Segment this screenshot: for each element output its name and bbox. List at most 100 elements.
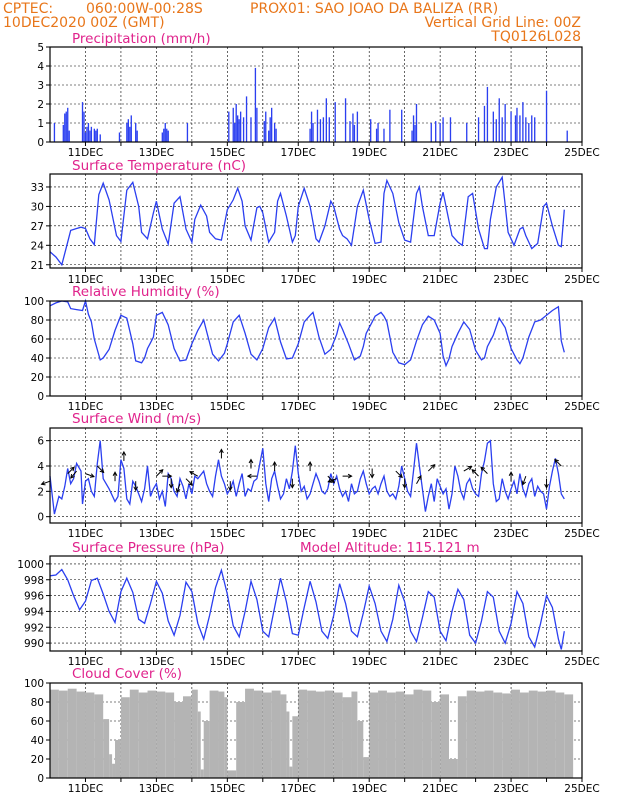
precip-xtick-label: 13DEC: [139, 147, 174, 159]
cloud-bar: [103, 719, 110, 778]
cloud-xtick-label: 25DEC: [564, 783, 599, 795]
precip-bar: [161, 132, 163, 142]
header-source: CPTEC:: [3, 1, 53, 17]
cloud-title: Cloud Cover (%): [72, 666, 182, 682]
cloud-bar: [209, 690, 219, 778]
pressure-ytick-label: 996: [24, 591, 44, 603]
wind-xtick-label: 15DEC: [210, 528, 245, 540]
humidity-frame: [49, 300, 583, 397]
precip-bar: [349, 121, 351, 142]
cloud-ytick-label: 60: [31, 716, 44, 728]
precip-bar: [232, 107, 234, 142]
pressure-xtick-label: 13DEC: [139, 656, 174, 668]
humidity-xtick-label: 15DEC: [210, 401, 245, 413]
temperature-title: Surface Temperature (nC): [72, 158, 246, 174]
temperature-xtick-label: 25DEC: [564, 274, 599, 286]
wind-arrow-head: [398, 473, 403, 479]
humidity-ytick-label: 20: [31, 372, 44, 384]
wind-arrow-head: [327, 478, 333, 483]
precip-bar: [325, 98, 328, 142]
precip-xtick-label: 25DEC: [564, 147, 599, 159]
precip-bar: [531, 115, 533, 142]
humidity-xtick-label: 11DEC: [68, 401, 103, 413]
humidity-xtick-label: 25DEC: [564, 401, 599, 413]
cloud-bar: [280, 694, 287, 778]
wind-frame: [49, 427, 583, 524]
humidity-panel: 0 20 40 60 80 100 11DEC 13DEC 15DEC 17DEC 19DEC 21D…: [24, 296, 600, 413]
cloud-bar: [449, 759, 458, 778]
precip-bar: [186, 123, 189, 142]
wind-arrow-head: [544, 483, 549, 489]
cloud-xtick-label: 11DEC: [68, 783, 103, 795]
cloud-bar: [218, 691, 225, 778]
precip-bar: [268, 130, 270, 142]
precip-bar: [238, 119, 240, 142]
precip-bar: [167, 130, 169, 142]
precip-bar: [309, 128, 311, 142]
precip-bar: [235, 104, 237, 142]
precip-bar: [401, 109, 403, 142]
cloud-bar: [466, 690, 476, 778]
cloud-bar: [564, 694, 574, 778]
precip-bar: [389, 109, 391, 142]
precip-bar: [514, 115, 517, 142]
wind-arrow-head: [521, 480, 527, 486]
precip-bar: [126, 123, 128, 142]
cloud-xtick-label: 23DEC: [493, 783, 528, 795]
precip-bar: [96, 128, 98, 142]
wind-arrow-head: [219, 448, 224, 454]
header-grid-note: Vertical Grid Line: 00Z: [425, 15, 581, 31]
cloud-ytick-label: 100: [24, 678, 44, 690]
precip-xtick-label: 19DEC: [351, 147, 386, 159]
precip-bar: [127, 119, 129, 142]
precip-bar: [495, 119, 497, 142]
wind-arrow-head: [417, 475, 422, 480]
wind-arrow-head: [70, 466, 75, 472]
wind-arrow-head: [480, 466, 486, 472]
precip-bar: [439, 123, 441, 142]
cloud-bar: [342, 697, 352, 778]
pressure-xtick-label: 25DEC: [564, 656, 599, 668]
cloud-bar: [289, 766, 293, 778]
wind-line: [49, 439, 565, 515]
wind-arrow: [189, 471, 199, 477]
precip-bar: [254, 67, 257, 142]
wind-arrow: [427, 464, 436, 472]
wind-arrow-head: [175, 488, 181, 494]
pressure-line: [49, 567, 565, 650]
precip-bar: [477, 117, 480, 142]
cloud-bar: [129, 689, 139, 778]
cloud-bar: [112, 763, 116, 778]
precip-bar: [328, 117, 330, 142]
header-coordinates: 060:00W-00:28S: [86, 1, 203, 17]
precip-bar: [87, 123, 90, 142]
wind-xtick-label: 11DEC: [68, 528, 103, 540]
cloud-bar: [386, 692, 396, 778]
wind-arrow-head: [369, 473, 375, 479]
cloud-bar: [58, 690, 68, 778]
humidity-title: Relative Humidity (%): [72, 284, 220, 300]
cloud-bar: [555, 692, 565, 778]
wind-arrow: [70, 470, 77, 479]
precip-bar: [412, 115, 415, 142]
precip-title: Precipitation (mm/h): [72, 31, 211, 47]
humidity-xtick-label: 17DEC: [281, 401, 316, 413]
wind-arrow-head: [289, 483, 295, 489]
temperature-ytick-label: 24: [31, 240, 45, 252]
model-altitude-note: Model Altitude: 115.121 m: [300, 540, 480, 556]
cloud-bar: [253, 690, 263, 778]
cloud-bar: [76, 691, 86, 778]
precip-bar: [118, 132, 121, 142]
cloud-bar: [120, 697, 130, 778]
precip-bar: [136, 130, 138, 142]
precip-bar: [466, 123, 468, 142]
precip-xtick-label: 21DEC: [422, 147, 457, 159]
pressure-xtick-label: 21DEC: [422, 656, 457, 668]
precip-bar: [312, 123, 314, 142]
precip-bar: [319, 119, 322, 142]
temperature-xtick-label: 19DEC: [351, 274, 386, 286]
temperature-ytick-label: 21: [31, 260, 44, 272]
humidity-ytick-label: 80: [31, 315, 44, 327]
cloud-bar: [109, 754, 113, 778]
cloud-bar: [395, 691, 405, 778]
